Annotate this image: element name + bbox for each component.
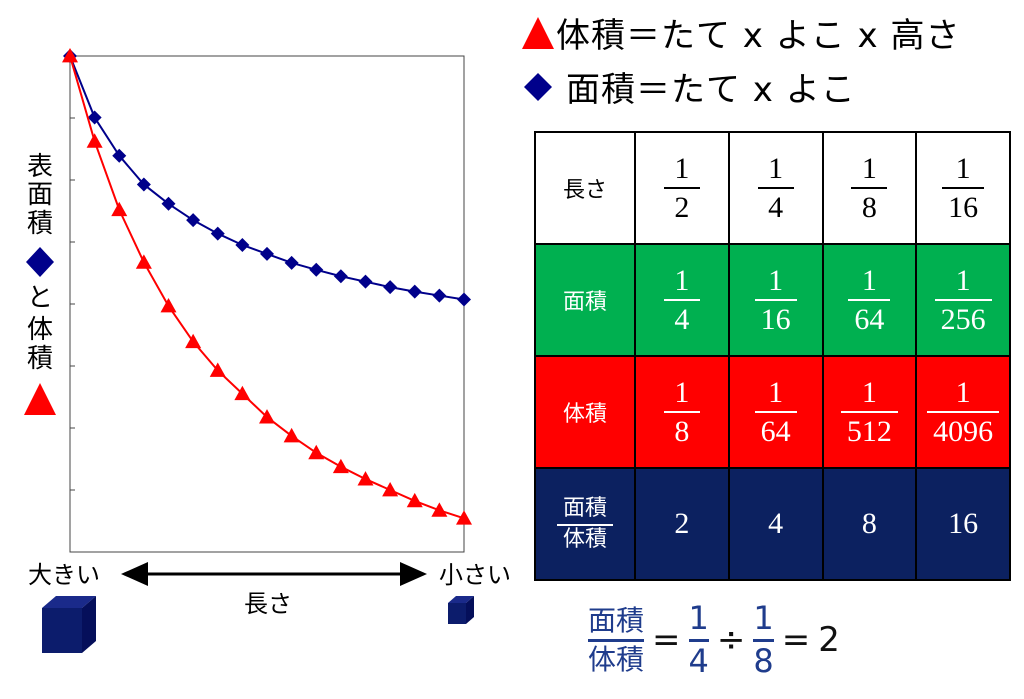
ratio-cell: 2 — [634, 467, 730, 581]
area-point — [383, 280, 398, 295]
area-point — [309, 262, 324, 277]
volume-point — [308, 444, 325, 460]
legend-area: 面積＝たて x よこ — [520, 62, 856, 111]
area-point — [210, 226, 225, 241]
y-ticks — [70, 55, 75, 491]
table-row-ratio: 面積 体積 2 4 8 16 — [534, 467, 1011, 581]
volume-cell: 1 4096 — [915, 355, 1011, 469]
area-point — [333, 269, 348, 284]
area-point — [87, 110, 102, 125]
volume-point — [283, 427, 300, 443]
y-label-char-5: と — [27, 283, 53, 313]
y-label-char-7: 積 — [27, 344, 53, 374]
area-series-line — [69, 55, 465, 301]
volume-point — [431, 502, 448, 517]
formula-a-fraction: 1 4 — [688, 598, 709, 680]
volume-point — [234, 385, 251, 401]
row-header-length: 長さ — [534, 131, 636, 245]
area-point — [112, 148, 127, 163]
volume-cell: 1 64 — [727, 355, 824, 469]
legend-volume: 体積＝たて x よこ x 高さ — [520, 8, 960, 57]
plot-frame — [69, 55, 465, 553]
volume-point — [209, 362, 226, 377]
formula-left-num: 面積 — [588, 604, 645, 638]
surface-volume-chart: 表 面 積 と 体 積 大きい 小さい 長さ — [24, 48, 511, 653]
formula-a-den: 4 — [688, 641, 709, 680]
area-point — [161, 196, 176, 211]
area-cell: 1 64 — [821, 243, 918, 357]
area-point — [358, 274, 373, 289]
ratio-cell: 16 — [915, 467, 1011, 581]
y-label-triangle-icon — [24, 383, 56, 415]
big-cube-icon — [42, 596, 96, 653]
volume-point — [135, 254, 152, 269]
volume-point — [382, 482, 399, 497]
volume-point — [185, 333, 202, 349]
volume-point — [456, 510, 472, 525]
formula-result: 2 — [818, 620, 840, 660]
y-label-char-1: 表 — [27, 152, 53, 182]
x-right-label: 小さい — [439, 561, 511, 589]
volume-cell: 1 512 — [821, 355, 918, 469]
row-header-ratio: 面積 体積 — [534, 467, 636, 581]
volume-point — [62, 48, 78, 63]
y-label-diamond-icon — [26, 247, 54, 277]
volume-series-line — [69, 55, 465, 520]
y-label-char-2: 面 — [27, 180, 53, 210]
volume-point — [406, 492, 423, 508]
row-header-volume: 体積 — [534, 355, 636, 469]
formula-a-num: 1 — [688, 598, 709, 637]
row-header-area: 面積 — [534, 243, 636, 357]
area-cell: 1 256 — [915, 243, 1011, 357]
y-label-char-3: 積 — [27, 209, 53, 239]
volume-point — [357, 471, 374, 486]
diamond-icon — [524, 72, 552, 101]
area-cell: 1 16 — [727, 243, 824, 357]
triangle-icon — [522, 16, 554, 49]
small-cube-icon — [448, 596, 474, 624]
area-point — [407, 284, 422, 299]
y-label-char-6: 体 — [27, 315, 53, 345]
formula-divide: ÷ — [716, 620, 746, 660]
volume-point — [111, 201, 128, 217]
x-left-label: 大きい — [28, 561, 100, 589]
ratio-cell: 8 — [821, 467, 918, 581]
formula-b-den: 8 — [753, 641, 774, 680]
formula-equals-2: = — [781, 620, 811, 660]
area-point — [186, 213, 201, 228]
legend-area-label: 面積＝たて x よこ — [566, 70, 856, 110]
ratio-cell: 4 — [727, 467, 824, 581]
formula-b-fraction: 1 8 — [753, 598, 774, 680]
volume-point — [259, 409, 275, 424]
volume-point — [332, 458, 349, 474]
length-cell: 1 16 — [915, 131, 1011, 245]
area-point — [284, 255, 299, 270]
legend-volume-label: 体積＝たて x よこ x 高さ — [556, 16, 961, 56]
area-point — [235, 237, 250, 252]
area-point — [432, 288, 447, 303]
formula-equals-1: = — [652, 620, 681, 660]
x-axis-label: 長さ — [244, 590, 292, 618]
series-layer — [62, 48, 472, 525]
volume-point — [86, 133, 103, 148]
area-point — [457, 292, 471, 307]
area-point — [136, 177, 151, 192]
volume-point — [160, 297, 177, 313]
formula-left-fraction: 面積 体積 — [588, 604, 645, 676]
formula-left-den: 体積 — [588, 642, 645, 676]
area-point — [260, 246, 274, 261]
y-axis-label: 表 面 積 と 体 積 — [24, 152, 56, 415]
formula-b-num: 1 — [753, 598, 774, 637]
ratio-formula: 面積 体積 = 1 4 ÷ 1 8 = 2 — [588, 590, 848, 690]
